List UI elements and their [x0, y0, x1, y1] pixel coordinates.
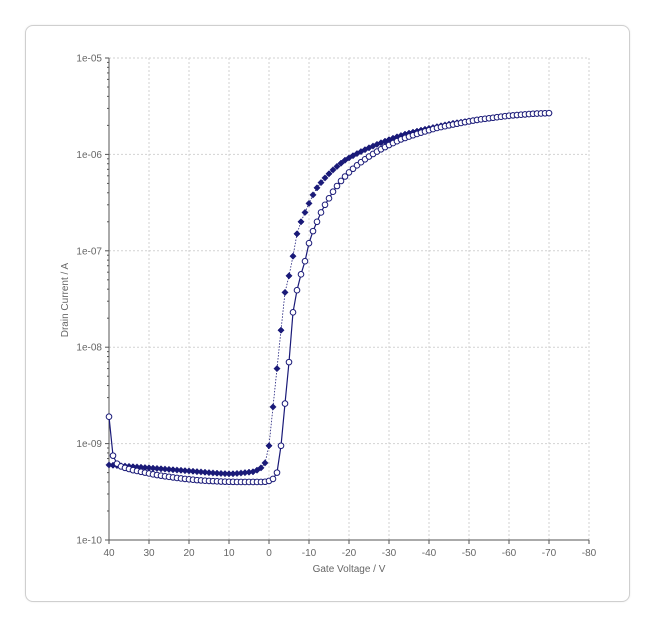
x-tick-label: -70 — [542, 548, 557, 559]
x-tick-label: -50 — [462, 548, 477, 559]
data-point — [333, 162, 341, 170]
data-point — [261, 459, 269, 467]
x-tick-label: 10 — [223, 548, 235, 559]
data-point — [269, 403, 277, 411]
x-tick-label: -60 — [502, 548, 517, 559]
x-tick-label: -30 — [382, 548, 397, 559]
data-point — [289, 252, 297, 260]
data-point — [297, 271, 305, 278]
y-tick-label: 1e-06 — [76, 150, 102, 161]
data-point — [325, 195, 333, 202]
data-point — [273, 365, 281, 373]
y-tick-label: 1e-05 — [76, 54, 102, 65]
data-point — [269, 475, 277, 483]
y-tick-label: 1e-07 — [76, 246, 102, 257]
x-tick-label: 40 — [103, 548, 115, 559]
x-tick-label: -10 — [302, 548, 317, 559]
data-point — [301, 208, 309, 216]
data-point — [289, 309, 297, 316]
data-point — [309, 191, 317, 199]
data-point — [105, 413, 113, 421]
x-tick-label: -80 — [582, 548, 597, 559]
data-point — [297, 218, 305, 226]
data-point — [329, 188, 337, 196]
data-point — [337, 159, 345, 167]
data-point — [305, 239, 313, 247]
data-point — [277, 326, 285, 334]
data-point — [281, 288, 289, 296]
data-point — [273, 469, 281, 476]
x-tick-label: -40 — [422, 548, 437, 559]
data-point — [329, 166, 337, 174]
series-2 — [105, 109, 553, 486]
data-point — [325, 170, 333, 178]
data-point — [321, 174, 329, 182]
y-tick-label: 1e-09 — [76, 439, 102, 450]
x-tick-label: 30 — [143, 548, 155, 559]
data-point — [305, 199, 313, 207]
data-point — [285, 272, 293, 280]
data-point — [313, 184, 321, 192]
data-point — [341, 173, 349, 180]
data-point — [317, 209, 325, 216]
data-point — [345, 169, 353, 176]
data-point — [333, 182, 341, 190]
grid — [109, 57, 590, 540]
x-tick-label: -20 — [342, 548, 357, 559]
data-point — [545, 109, 553, 117]
data-point — [257, 464, 265, 472]
x-axis-title: Gate Voltage / V — [313, 564, 386, 575]
chart-panel — [25, 25, 630, 602]
data-point — [277, 442, 285, 450]
y-tick-label: 1e-08 — [76, 343, 102, 354]
data-point — [317, 179, 325, 187]
y-axis-title: Drain Current / A — [60, 262, 71, 337]
x-tick-label: 20 — [183, 548, 195, 559]
data-point — [301, 257, 309, 265]
series-line — [108, 112, 550, 475]
data-point — [313, 218, 321, 226]
plot-area — [105, 109, 553, 486]
data-point — [321, 201, 329, 209]
x-tick-label: 0 — [266, 548, 272, 559]
series-1 — [105, 109, 553, 478]
data-point — [265, 442, 273, 450]
data-point — [293, 286, 301, 294]
data-point — [285, 358, 293, 366]
data-point — [337, 177, 345, 185]
data-point — [281, 400, 289, 407]
tick-labels: 40 30 20 10 0 -10 -20 -30 -40 -50 -60 -70 -80 1e-10 1e… — [76, 54, 596, 560]
data-point — [309, 227, 317, 235]
data-point — [109, 452, 117, 459]
data-point — [293, 230, 301, 238]
series-line — [108, 112, 550, 483]
axes — [105, 57, 590, 544]
y-tick-label: 1e-10 — [76, 536, 102, 547]
